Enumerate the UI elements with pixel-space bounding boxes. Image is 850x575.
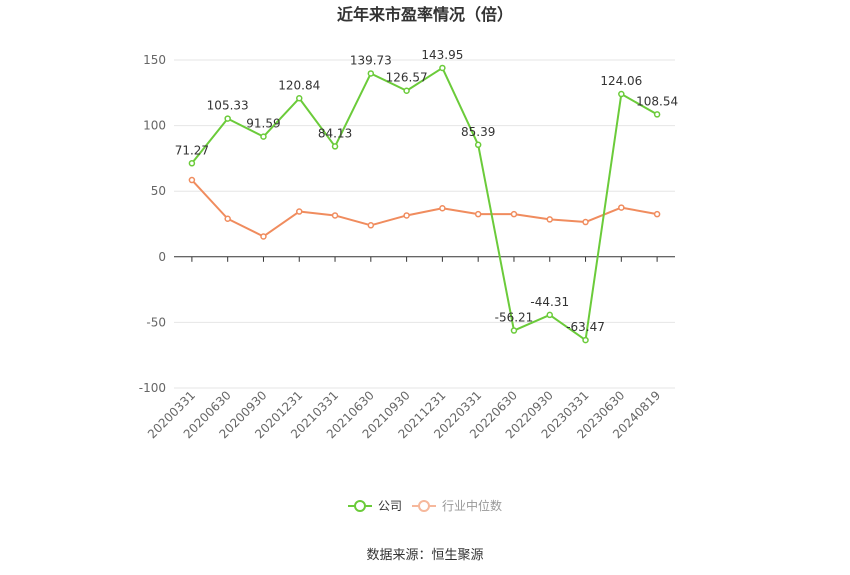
data-label-company: 105.33 [207,99,249,113]
y-tick-label: 100 [143,119,166,133]
data-label-company: 84.13 [318,126,352,140]
y-tick-label: 150 [143,53,166,67]
y-tick-label: -100 [139,381,166,395]
data-label-company: 139.73 [350,53,392,67]
legend-item-industry-median[interactable]: 行业中位数 [412,498,502,513]
data-point-industry-median[interactable] [403,212,410,219]
legend-item-company[interactable]: 公司 [348,499,402,513]
data-point-industry-median[interactable] [546,216,553,223]
data-point-industry-median[interactable] [331,212,339,219]
y-tick-label: 50 [151,184,166,198]
y-tick-label: -50 [146,315,166,329]
source-note: 数据来源：恒生聚源 [366,548,483,563]
series-line-industry-median [191,179,658,238]
chart-title: 近年来市盈率情况（倍） [337,5,513,24]
data-label-company: 71.27 [175,143,209,157]
data-label-company: -44.31 [530,295,569,309]
data-point-industry-median[interactable] [474,210,482,218]
data-point-company[interactable] [439,64,446,72]
data-label-company: -56.21 [495,311,534,325]
data-label-company: 85.39 [461,125,495,139]
y-tick-label: 0 [158,250,166,264]
data-point-industry-median[interactable] [618,204,625,211]
data-point-company[interactable] [224,115,231,122]
data-point-company[interactable] [260,133,267,140]
grid-layer [174,59,675,389]
data-label-company: 108.54 [636,94,678,108]
data-point-company[interactable] [546,311,553,319]
data-point-company[interactable] [367,70,375,77]
legend-marker-company [354,500,366,512]
data-point-industry-median[interactable] [224,215,231,223]
data-point-company[interactable] [653,111,661,118]
data-point-company[interactable] [296,95,303,102]
data-point-company[interactable] [510,327,518,334]
data-point-company[interactable] [474,141,482,149]
label-layer: 71.27 105.33 91.59 120.84 84.13 139.73 126.57 1… [175,48,678,334]
data-point-company[interactable] [582,336,589,344]
data-label-company: 120.84 [278,78,320,92]
data-point-industry-median[interactable] [653,210,661,218]
data-point-industry-median[interactable] [296,208,303,215]
legend-label-company: 公司 [378,499,402,513]
data-point-industry-median[interactable] [439,205,446,212]
series-line-company [191,66,658,342]
data-label-company: 126.57 [386,71,428,85]
legend: 公司 行业中位数 [348,498,502,513]
data-point-industry-median[interactable] [367,222,375,229]
legend-marker-industry-median [418,500,430,512]
data-point-company[interactable] [618,90,625,98]
data-point-industry-median[interactable] [260,233,267,240]
data-point-industry-median[interactable] [510,210,518,218]
data-point-company[interactable] [331,143,339,150]
data-label-company: 143.95 [421,48,463,62]
data-point-company[interactable] [403,87,410,94]
legend-label-industry-median: 行业中位数 [442,498,502,513]
data-label-company: -63.47 [566,320,605,334]
data-point-industry-median[interactable] [188,176,196,184]
data-label-company: 124.06 [600,74,642,88]
data-point-industry-median[interactable] [582,218,589,226]
series-layer [188,64,661,344]
data-point-company[interactable] [188,160,196,167]
data-label-company: 91.59 [246,117,280,131]
